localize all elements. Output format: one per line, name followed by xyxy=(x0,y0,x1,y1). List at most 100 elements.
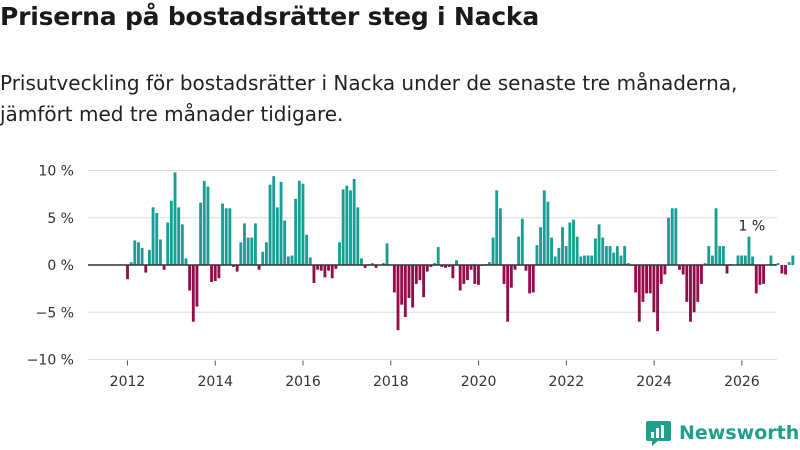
bar xyxy=(692,265,696,313)
bar xyxy=(531,265,535,293)
bar xyxy=(597,224,601,265)
bar xyxy=(169,200,173,265)
bar xyxy=(776,263,780,265)
bar xyxy=(542,190,546,265)
bar xyxy=(316,265,320,270)
bar xyxy=(718,246,722,265)
bar xyxy=(663,265,667,275)
bar xyxy=(535,245,539,265)
bar xyxy=(604,246,608,265)
bar xyxy=(403,265,407,317)
x-tick-label: 2026 xyxy=(724,374,760,390)
gridlines xyxy=(88,170,777,360)
bar xyxy=(210,265,213,283)
bar xyxy=(396,265,400,331)
bar xyxy=(275,207,279,265)
bar xyxy=(615,246,619,265)
bar xyxy=(422,265,426,298)
bar xyxy=(656,265,659,332)
bar xyxy=(338,242,341,265)
chart-subtitle: Prisutveckling för bostadsrätter i Nacka… xyxy=(0,68,800,130)
bar xyxy=(349,190,352,265)
bar xyxy=(356,207,360,265)
bar xyxy=(173,172,177,265)
bar xyxy=(769,255,773,265)
brand-name: Newsworthy xyxy=(679,422,800,444)
bar xyxy=(254,223,257,265)
bar xyxy=(425,265,429,272)
y-tick-label: 10 % xyxy=(38,164,74,180)
bar-chart: 10 % 5 % 0 % −5 % −10 % 2012 2014 2016 2018 2020… xyxy=(27,164,795,390)
x-tick-label: 2016 xyxy=(285,374,321,390)
bar xyxy=(297,180,301,265)
bar xyxy=(725,265,729,274)
bar xyxy=(334,265,338,269)
bar xyxy=(371,263,374,265)
bar xyxy=(239,242,243,265)
bar xyxy=(162,265,166,270)
bar xyxy=(528,265,532,294)
bar xyxy=(583,255,586,265)
bar xyxy=(641,265,645,302)
bar xyxy=(429,265,433,267)
bar xyxy=(703,263,707,265)
subtitle-line-2: jämfört med tre månader tidigare. xyxy=(0,102,344,126)
bar xyxy=(305,234,309,265)
bar xyxy=(462,265,466,284)
y-tick-label: −5 % xyxy=(36,305,74,321)
bar xyxy=(780,265,784,274)
bar xyxy=(323,265,327,278)
bar xyxy=(634,265,638,293)
bar xyxy=(550,237,553,265)
bar xyxy=(345,185,349,265)
bar xyxy=(381,263,385,265)
bar xyxy=(637,265,641,322)
bar xyxy=(129,262,133,265)
bar xyxy=(791,255,795,265)
bar xyxy=(199,202,203,265)
bar xyxy=(414,265,418,284)
bar xyxy=(392,265,396,293)
y-axis-ticks: 10 % 5 % 0 % −5 % −10 % xyxy=(27,164,74,369)
bar xyxy=(191,265,195,322)
bar xyxy=(590,255,594,265)
newsworthy-brand[interactable]: Newsworthy xyxy=(645,418,800,448)
bar xyxy=(385,243,389,265)
bar xyxy=(674,208,678,265)
bar xyxy=(667,217,670,265)
bar xyxy=(188,265,192,291)
bar xyxy=(743,255,747,265)
x-tick-label: 2018 xyxy=(373,374,409,390)
bar xyxy=(213,265,217,282)
bar xyxy=(553,256,557,265)
annotations: 1 % xyxy=(739,219,766,235)
x-tick-label: 2012 xyxy=(110,374,146,390)
bar xyxy=(623,246,627,265)
bar xyxy=(360,258,363,265)
bar xyxy=(736,255,740,265)
bar xyxy=(747,236,751,265)
x-tick-label: 2014 xyxy=(197,374,233,390)
bar xyxy=(294,198,298,265)
bar xyxy=(312,265,316,283)
bar xyxy=(513,265,517,270)
bars xyxy=(126,172,795,332)
bar xyxy=(681,265,685,275)
bar xyxy=(243,223,246,265)
bar xyxy=(235,265,239,272)
bar xyxy=(575,236,579,265)
bar xyxy=(250,237,254,265)
bar xyxy=(148,249,151,265)
bar xyxy=(151,207,155,265)
bar xyxy=(341,189,345,265)
bar xyxy=(619,255,623,265)
bar xyxy=(740,255,744,265)
bar xyxy=(696,265,700,302)
bar xyxy=(436,247,440,265)
bar xyxy=(224,208,228,265)
bar xyxy=(279,181,283,265)
bar xyxy=(670,208,674,265)
bar xyxy=(466,265,469,281)
bar xyxy=(268,184,272,265)
bar xyxy=(707,246,711,265)
